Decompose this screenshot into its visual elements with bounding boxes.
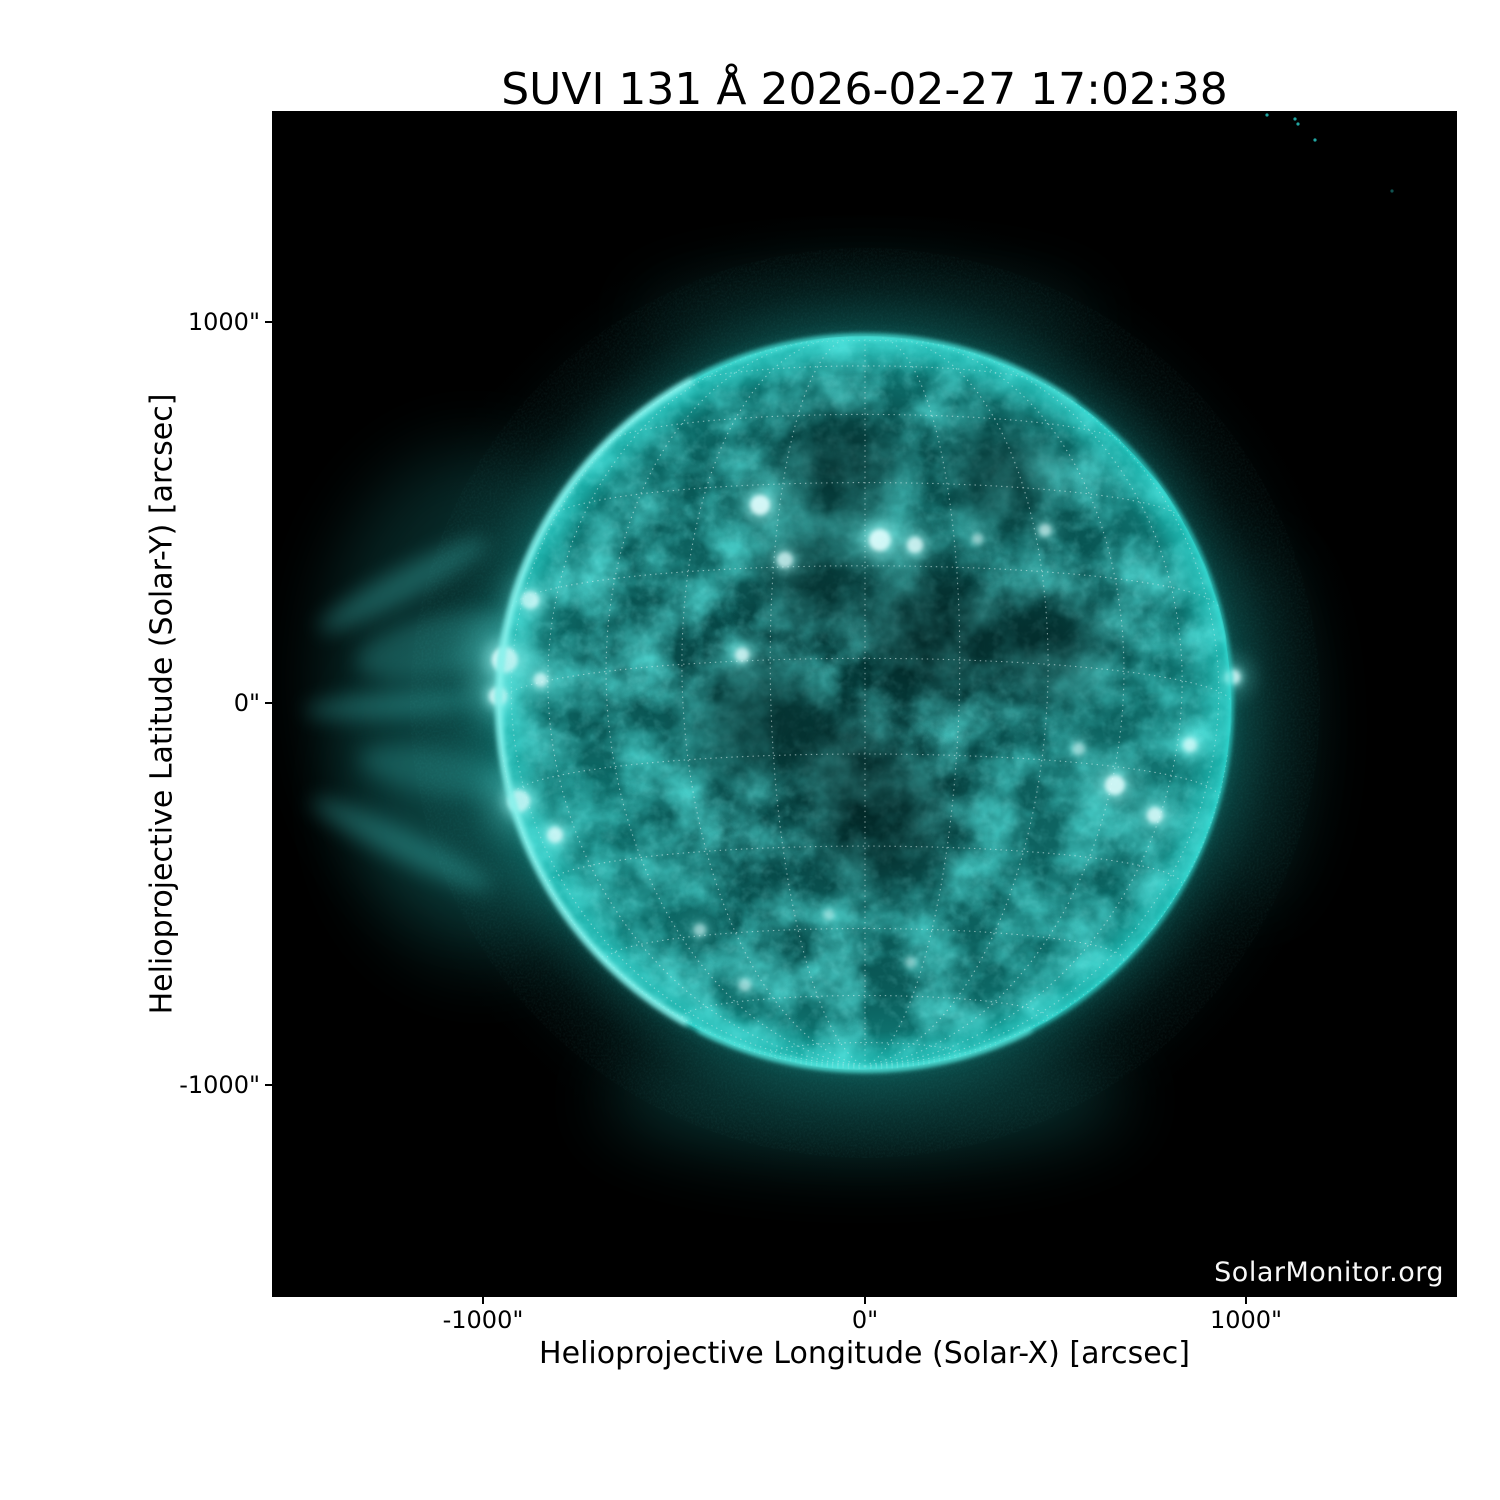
solar-image-plot: SolarMonitor.org [272, 111, 1457, 1297]
x-tick-mark [482, 1297, 484, 1304]
x-axis-label: Helioprojective Longitude (Solar-X) [arc… [539, 1336, 1190, 1371]
y-tick-label-1000: 1000" [187, 308, 260, 336]
x-tick-label-0: 0" [851, 1306, 879, 1334]
x-tick-mark [864, 1297, 866, 1304]
y-tick-label-neg1000: -1000" [179, 1071, 260, 1099]
noise-specks [1265, 113, 1394, 193]
y-axis-label: Helioprojective Latitude (Solar-Y) [arcs… [144, 393, 180, 1015]
sun-image [272, 111, 1457, 1297]
figure-title: SUVI 131 Å 2026-02-27 17:02:38 [501, 64, 1228, 115]
disk-texture [498, 336, 1232, 1070]
y-tick-label-0: 0" [233, 689, 260, 717]
x-tick-label-1000: 1000" [1209, 1306, 1283, 1334]
limb-ring [495, 334, 1234, 1072]
x-tick-label-neg1000: -1000" [442, 1306, 524, 1334]
y-tick-mark [265, 1084, 272, 1086]
watermark: SolarMonitor.org [1214, 1257, 1444, 1288]
y-tick-mark [265, 321, 272, 323]
x-tick-mark [1245, 1297, 1247, 1304]
y-tick-mark [265, 702, 272, 704]
heliographic-grid [498, 336, 1232, 1070]
active-regions [465, 474, 1255, 1003]
